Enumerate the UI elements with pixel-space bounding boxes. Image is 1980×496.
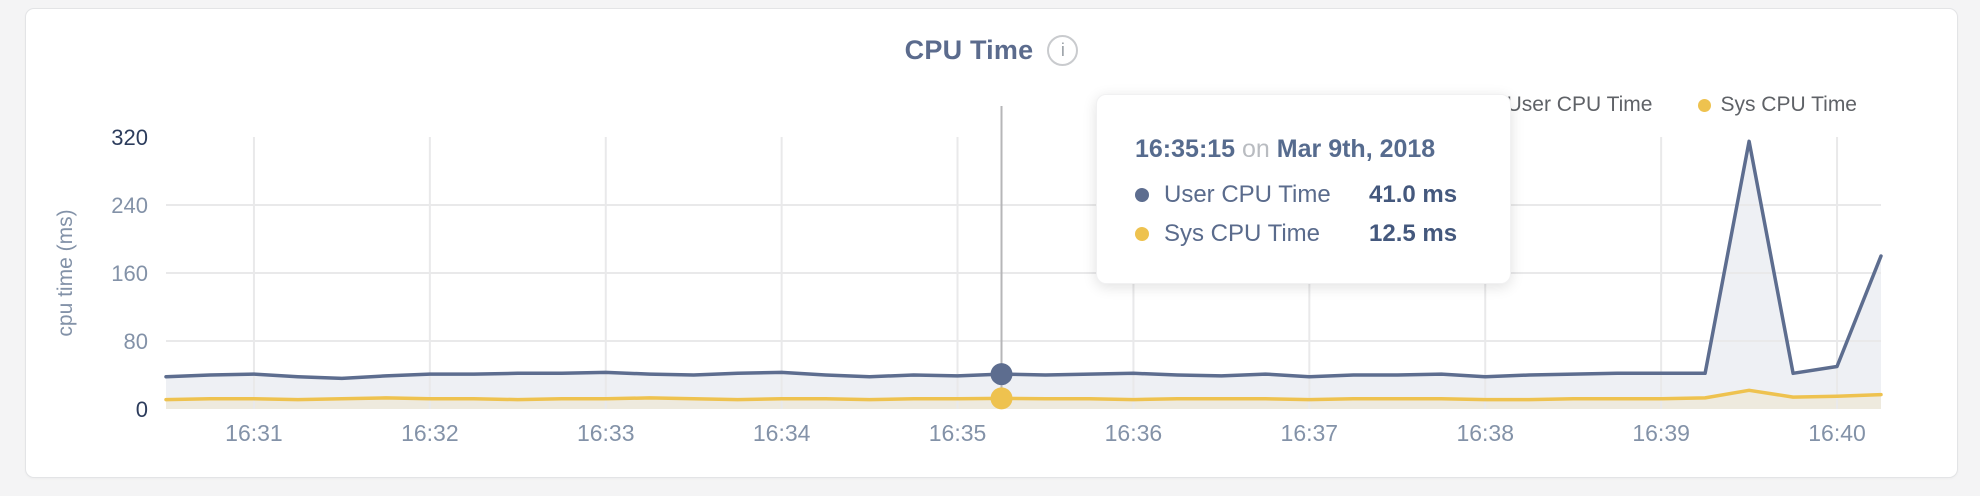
x-axis-tick-16:40: 16:40 (1808, 420, 1866, 446)
x-axis-tick-16:39: 16:39 (1632, 420, 1690, 446)
x-axis-tick-16:38: 16:38 (1456, 420, 1514, 446)
tooltip-row: User CPU Time 41.0 ms (1135, 181, 1472, 209)
x-axis-tick-16:34: 16:34 (753, 420, 811, 446)
tooltip-header: 16:35:15 on Mar 9th, 2018 (1135, 135, 1472, 164)
tooltip-time: 16:35:15 (1135, 135, 1236, 163)
chart-legend: User CPU Time Sys CPU Time (1484, 93, 1857, 117)
hover-dot-sys (990, 387, 1013, 410)
cpu-time-chart-card: 0 80 160 240 320 16:31 16:32 16:33 16:34 16:35 16:… (25, 8, 1958, 478)
tooltip-series-value: 12.5 ms (1369, 220, 1458, 247)
series-line-1 (164, 388, 1883, 402)
cpu-chart-svg[interactable]: 0 80 160 240 320 16:31 16:32 16:33 16:34 16:35 16:… (26, 9, 1959, 479)
x-axis-tick-16:35: 16:35 (929, 420, 987, 446)
x-axis-tick-16:31: 16:31 (225, 420, 283, 446)
x-axis-tick-16:32: 16:32 (401, 420, 459, 446)
series-dot (1135, 227, 1149, 241)
legend-dot (1698, 98, 1712, 112)
tooltip-connector: on (1242, 135, 1270, 163)
legend-label: Sys CPU Time (1720, 93, 1857, 116)
x-axis-tick-16:33: 16:33 (577, 420, 635, 446)
y-axis-tick-80: 80 (124, 329, 148, 354)
y-axis-tick-240: 240 (111, 193, 148, 218)
legend-label: User CPU Time (1506, 93, 1653, 116)
tooltip-series-label: User CPU Time (1164, 181, 1331, 208)
hover-dot-user (990, 363, 1013, 386)
y-axis-tick-320: 320 (111, 125, 148, 150)
tooltip-series-label: Sys CPU Time (1164, 220, 1321, 247)
x-axis-tick-16:37: 16:37 (1281, 420, 1339, 446)
legend-item-sys-cpu-time[interactable]: Sys CPU Time (1698, 93, 1857, 117)
tooltip-row: Sys CPU Time 12.5 ms (1135, 220, 1472, 248)
chart-header: CPU Time i (26, 35, 1957, 66)
tooltip-date: Mar 9th, 2018 (1276, 135, 1436, 163)
y-axis-tick-160: 160 (111, 261, 148, 286)
chart-tooltip: 16:35:15 on Mar 9th, 2018 User CPU Time 4… (1096, 94, 1511, 284)
tooltip-rows: User CPU Time 41.0 ms Sys CPU Time 12.5 ms (1135, 181, 1472, 248)
x-axis-tick-16:36: 16:36 (1105, 420, 1163, 446)
series-line-0 (164, 139, 1883, 381)
info-icon[interactable]: i (1047, 35, 1079, 66)
series-dot (1135, 188, 1149, 202)
series-area-0 (166, 141, 1881, 410)
y-axis-tick-0: 0 (136, 397, 148, 422)
chart-title: CPU Time (904, 35, 1034, 65)
tooltip-series-value: 41.0 ms (1369, 181, 1458, 208)
y-axis-title: cpu time (ms) (54, 209, 77, 336)
